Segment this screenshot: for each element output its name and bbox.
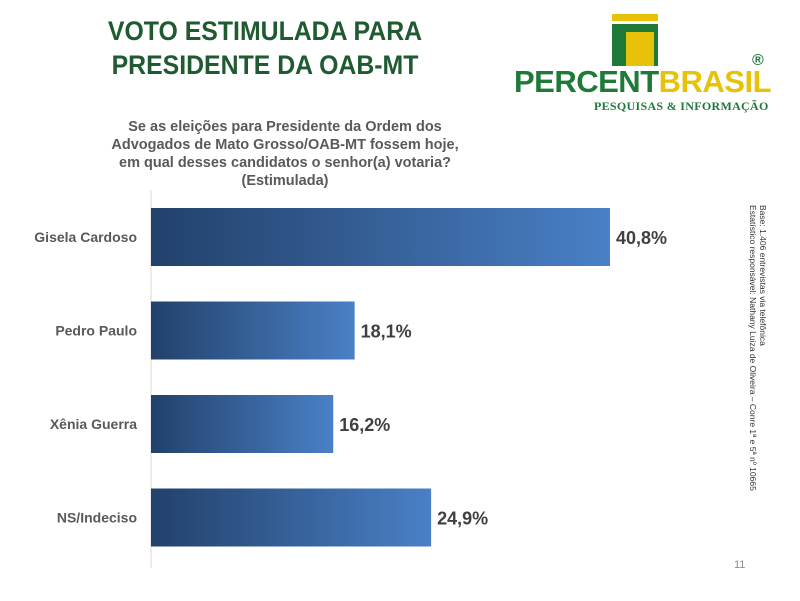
title-line-1: VOTO ESTIMULADA PARA: [107, 16, 423, 46]
logo-word-percent: PERCENT: [514, 64, 659, 99]
category-label-3: NS/Indeciso: [57, 510, 137, 526]
logo-wordmark: PERCENTBRASIL: [514, 64, 772, 100]
bar-3: [151, 488, 432, 547]
registered-mark: ®: [752, 52, 764, 69]
logo-word-brasil: BRASIL: [658, 64, 772, 99]
value-label-1: 18,1%: [361, 322, 412, 342]
category-label-0: Gisela Cardoso: [34, 229, 137, 245]
bar-0: [151, 208, 610, 266]
value-label-2: 16,2%: [339, 415, 390, 435]
methodology-statistician: Estatístico responsável: Nathany Luiza d…: [748, 205, 758, 491]
page-number: 11: [734, 559, 746, 571]
category-label-1: Pedro Paulo: [55, 323, 137, 339]
logo-subtitle: PESQUISAS & INFORMAÇÃO: [594, 99, 769, 113]
methodology-base: Base: 1.406 entrevistas via telefônica: [758, 205, 768, 346]
page-title: VOTO ESTIMULADA PARA PRESIDENTE DA OAB-M…: [86, 14, 445, 82]
value-label-0: 40,8%: [616, 228, 667, 248]
bar-2: [151, 395, 334, 453]
category-label-2: Xênia Guerra: [50, 416, 137, 432]
survey-question: Se as eleições para Presidente da Ordem …: [111, 119, 459, 189]
bar-1: [151, 301, 355, 360]
title-line-2: PRESIDENTE DA OAB-MT: [111, 50, 419, 80]
value-label-3: 24,9%: [437, 509, 488, 529]
logo-flag-icon: [612, 14, 658, 66]
percentbrasil-logo: PERCENTBRASIL ® PESQUISAS & INFORMAÇÃO: [512, 12, 772, 113]
methodology-note: Base: 1.406 entrevistas via telefônica E…: [748, 205, 768, 491]
